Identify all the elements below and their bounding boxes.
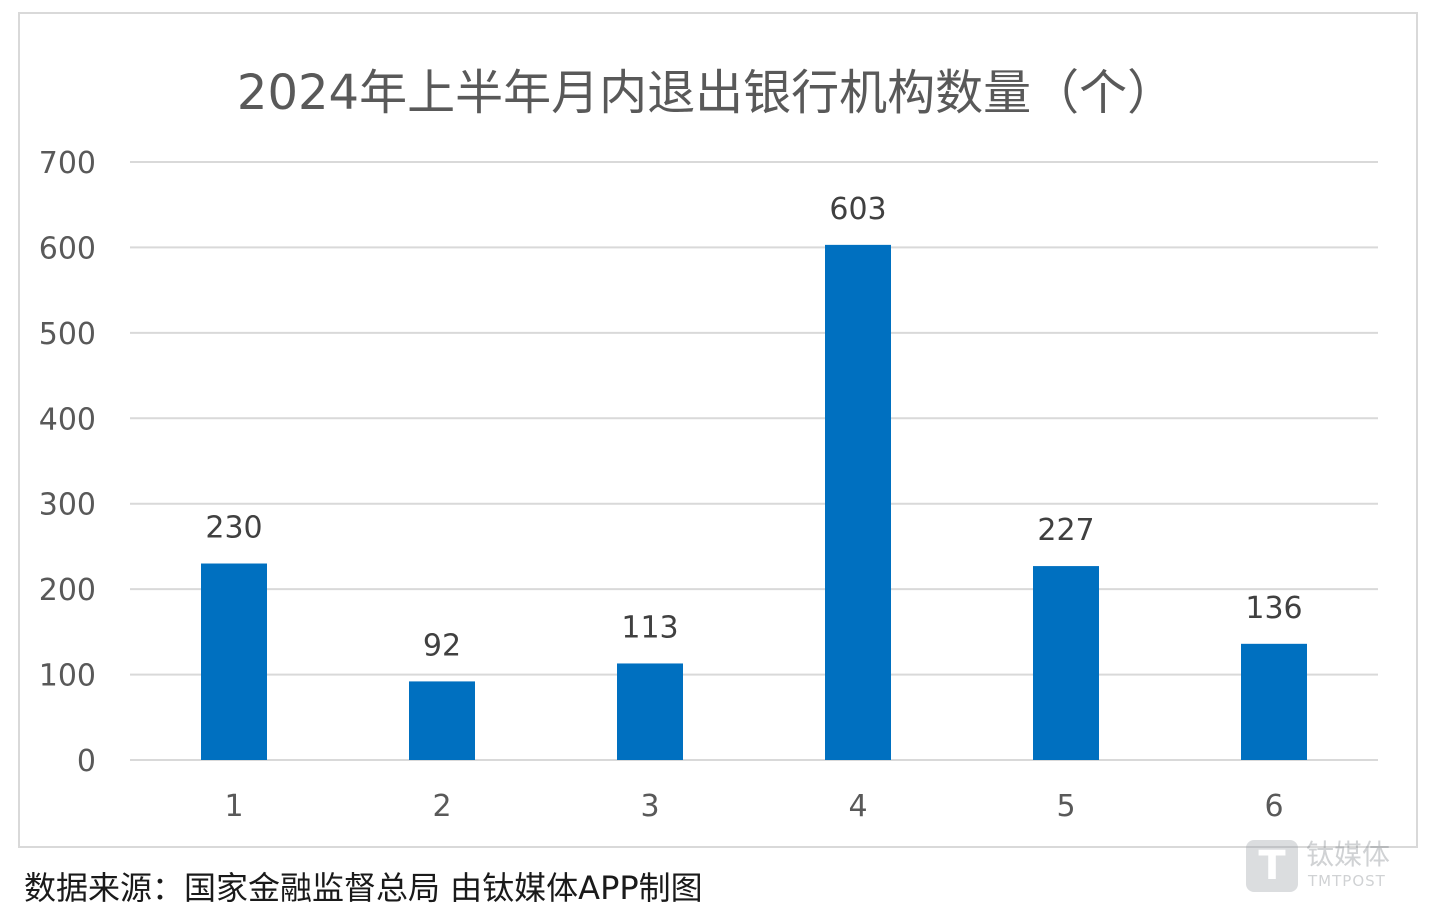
tmtpost-watermark: T 钛媒体 TMTPOST (1246, 838, 1426, 894)
x-axis-tick-labels: 1 2 3 4 5 6 (224, 789, 1283, 824)
data-labels: 230 92 113 603 227 136 (205, 192, 1302, 664)
gridlines (130, 161, 1378, 761)
y-tick-label: 700 (39, 146, 96, 181)
bar (1033, 566, 1099, 760)
y-tick-label: 200 (39, 573, 96, 608)
watermark-brand-cn: 钛媒体 (1306, 838, 1391, 871)
x-tick-label: 2 (432, 789, 451, 824)
source-note: 数据来源：国家金融监督总局 由钛媒体APP制图 (24, 869, 703, 907)
bars (201, 244, 1307, 760)
x-tick-label: 1 (224, 789, 243, 824)
bar-chart: 2024年上半年月内退出银行机构数量（个） 010020030040050060… (39, 65, 1378, 824)
data-label: 136 (1245, 591, 1302, 626)
data-label: 603 (829, 192, 886, 227)
y-tick-label: 300 (39, 488, 96, 523)
y-axis-tick-labels: 0 100 200 300 400 500 600 700 (39, 146, 96, 779)
bar (409, 681, 475, 760)
x-tick-label: 5 (1056, 789, 1075, 824)
data-label: 227 (1037, 513, 1094, 548)
chart-title: 2024年上半年月内退出银行机构数量（个） (237, 65, 1175, 121)
chart-frame: 2024年上半年月内退出银行机构数量（个） 0 100 200 300 400 500 60… (18, 12, 1418, 848)
data-label: 113 (621, 610, 678, 645)
y-tick-label: 0 (77, 744, 96, 779)
tmtpost-logo-icon (1246, 840, 1298, 892)
data-label: 92 (423, 628, 461, 663)
bar (825, 244, 891, 760)
y-tick-label: 100 (39, 659, 96, 694)
y-tick-label: 600 (39, 231, 96, 266)
x-tick-label: 6 (1264, 789, 1283, 824)
bar (1241, 643, 1307, 760)
x-tick-label: 3 (640, 789, 659, 824)
y-tick-label: 500 (39, 317, 96, 352)
watermark-brand-en: TMTPOST (1308, 872, 1386, 890)
data-label: 230 (205, 511, 262, 546)
bar (201, 563, 267, 760)
logo-letter: T (1258, 843, 1286, 889)
bar (617, 663, 683, 760)
y-tick-label: 400 (39, 402, 96, 437)
x-tick-label: 4 (848, 789, 867, 824)
